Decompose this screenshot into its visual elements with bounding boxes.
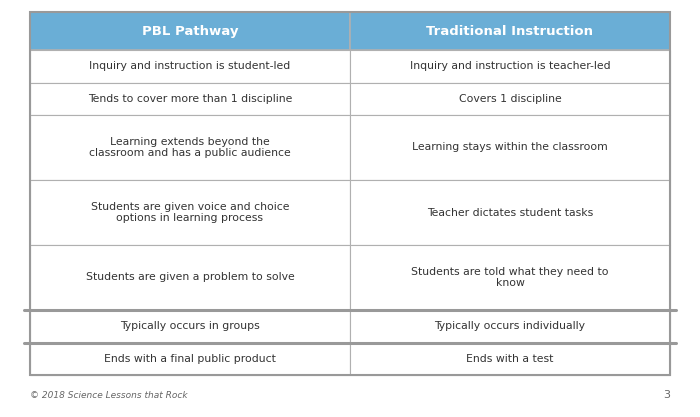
Bar: [30, 83, 350, 115]
Text: Traditional Instruction: Traditional Instruction: [426, 25, 594, 38]
Text: Ends with a final public product: Ends with a final public product: [104, 354, 276, 364]
Text: Inquiry and instruction is student-led: Inquiry and instruction is student-led: [90, 61, 290, 71]
Bar: [30, 12, 670, 375]
Bar: [30, 50, 350, 83]
Bar: [30, 342, 350, 375]
Bar: [30, 310, 350, 342]
Text: Typically occurs in groups: Typically occurs in groups: [120, 321, 260, 331]
Text: Tends to cover more than 1 discipline: Tends to cover more than 1 discipline: [88, 94, 292, 104]
Bar: [350, 115, 670, 180]
Text: Teacher dictates student tasks: Teacher dictates student tasks: [427, 208, 593, 218]
Text: Learning stays within the classroom: Learning stays within the classroom: [412, 143, 608, 153]
Text: Inquiry and instruction is teacher-led: Inquiry and instruction is teacher-led: [410, 61, 610, 71]
Bar: [30, 115, 350, 180]
Text: 3: 3: [663, 390, 670, 400]
Bar: [350, 50, 670, 83]
Text: Typically occurs individually: Typically occurs individually: [435, 321, 585, 331]
Text: PBL Pathway: PBL Pathway: [141, 25, 238, 38]
Bar: [30, 180, 350, 245]
Bar: [350, 12, 670, 50]
Text: © 2018 Science Lessons that Rock: © 2018 Science Lessons that Rock: [30, 390, 188, 399]
Bar: [350, 310, 670, 342]
Text: Covers 1 discipline: Covers 1 discipline: [458, 94, 561, 104]
Bar: [350, 180, 670, 245]
Text: Students are given a problem to solve: Students are given a problem to solve: [85, 272, 295, 282]
Bar: [350, 83, 670, 115]
Bar: [30, 245, 350, 310]
Text: Students are told what they need to
know: Students are told what they need to know: [412, 267, 609, 288]
Text: Learning extends beyond the
classroom and has a public audience: Learning extends beyond the classroom an…: [89, 137, 291, 158]
Bar: [350, 342, 670, 375]
Text: Students are given voice and choice
options in learning process: Students are given voice and choice opti…: [91, 202, 289, 223]
Text: Ends with a test: Ends with a test: [466, 354, 554, 364]
Bar: [30, 12, 350, 50]
Bar: [350, 245, 670, 310]
